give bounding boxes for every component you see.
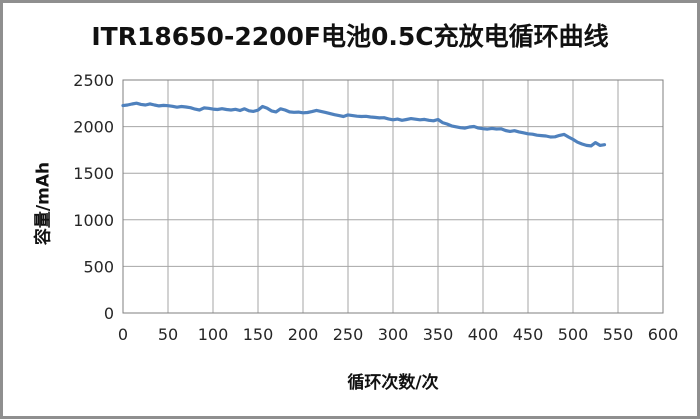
- x-tick-label: 350: [423, 325, 454, 344]
- x-tick-label: 50: [158, 325, 178, 344]
- plot-border: [122, 79, 664, 314]
- x-tick-label: 100: [198, 325, 229, 344]
- y-tick-label: 1500: [73, 164, 114, 183]
- x-tick-label: 150: [243, 325, 274, 344]
- x-tick-label: 200: [288, 325, 319, 344]
- x-tick-label: 300: [378, 325, 409, 344]
- x-tick-label: 550: [603, 325, 634, 344]
- x-axis-title: 循环次数/次: [347, 373, 439, 393]
- chart-title: ITR18650-2200F电池0.5C充放电循环曲线: [91, 22, 609, 51]
- y-tick-label: 500: [83, 257, 114, 276]
- x-tick-label: 450: [513, 325, 544, 344]
- x-tick-label: 500: [558, 325, 589, 344]
- chart-plot-canvas: 0 500 1000 1500 2000 2500 0 50 100 150 200 250 300 35…: [73, 71, 679, 344]
- x-tick-label: 400: [468, 325, 499, 344]
- y-tick-label: 2500: [73, 71, 114, 90]
- data-line: [121, 101, 607, 148]
- y-tick-label: 2000: [73, 118, 114, 137]
- y-tick-label: 0: [104, 304, 114, 323]
- y-tick-label: 1000: [73, 211, 114, 230]
- x-tick-label: 250: [333, 325, 364, 344]
- x-tick-label: 600: [648, 325, 679, 344]
- x-tick-label: 0: [118, 325, 128, 344]
